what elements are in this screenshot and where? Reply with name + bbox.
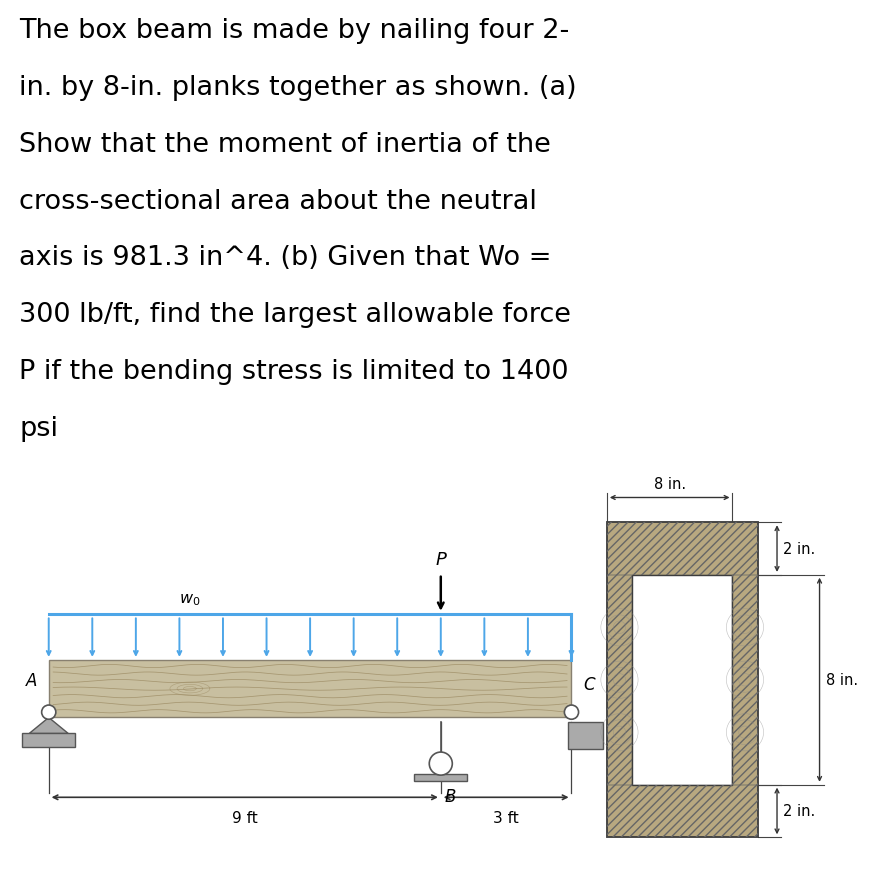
Text: $w_0$: $w_0$ (179, 591, 200, 607)
Text: psi: psi (19, 416, 58, 441)
Bar (415, 774, 468, 781)
Bar (607, 575, 632, 785)
Text: axis is 981.3 in^4. (b) Given that Wo =: axis is 981.3 in^4. (b) Given that Wo = (19, 245, 552, 271)
Text: 2 in.: 2 in. (783, 804, 815, 819)
Text: B: B (445, 787, 455, 804)
Text: The box beam is made by nailing four 2-: The box beam is made by nailing four 2- (19, 19, 570, 44)
Text: 8 in.: 8 in. (654, 477, 686, 492)
Text: A: A (26, 671, 37, 689)
Text: P: P (435, 551, 447, 569)
Bar (607, 523, 758, 575)
Text: 8 in.: 8 in. (826, 672, 858, 688)
Text: in. by 8-in. planks together as shown. (a): in. by 8-in. planks together as shown. (… (19, 75, 577, 101)
Text: P if the bending stress is limited to 1400: P if the bending stress is limited to 14… (19, 359, 569, 385)
Bar (568, 722, 603, 749)
Text: 2 in.: 2 in. (783, 541, 815, 556)
Text: cross-sectional area about the neutral: cross-sectional area about the neutral (19, 189, 538, 214)
Circle shape (42, 705, 56, 719)
Text: C: C (583, 675, 595, 694)
Circle shape (564, 705, 579, 719)
Bar (607, 523, 758, 837)
Bar (632, 575, 733, 785)
Bar (22, 733, 75, 747)
Polygon shape (29, 718, 68, 734)
Text: Show that the moment of inertia of the: Show that the moment of inertia of the (19, 132, 551, 158)
Bar (607, 785, 758, 837)
Bar (733, 575, 758, 785)
Bar (49, 660, 571, 718)
Text: 3 ft: 3 ft (494, 810, 519, 825)
Text: 300 lb/ft, find the largest allowable force: 300 lb/ft, find the largest allowable fo… (19, 302, 571, 328)
Text: 9 ft: 9 ft (232, 810, 258, 825)
Circle shape (430, 752, 453, 775)
